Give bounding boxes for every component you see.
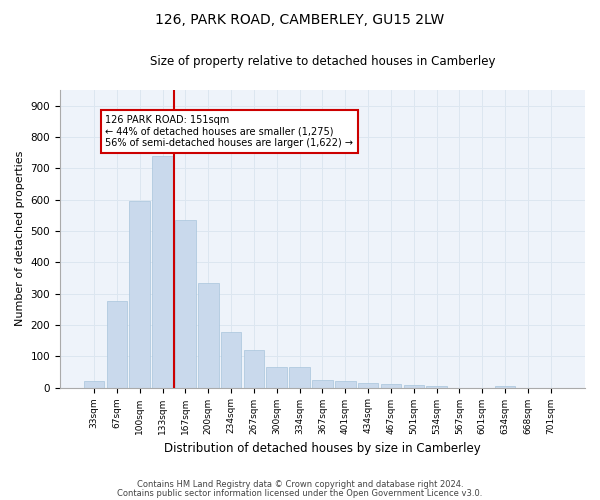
Bar (495, 386, 515, 388)
Title: Size of property relative to detached houses in Camberley: Size of property relative to detached ho… (150, 55, 495, 68)
Bar (244, 350, 264, 388)
Bar (404, 385, 424, 388)
Bar (221, 332, 241, 388)
Bar (427, 386, 447, 388)
Bar (358, 384, 379, 388)
Text: Contains public sector information licensed under the Open Government Licence v3: Contains public sector information licen… (118, 488, 482, 498)
Bar (130, 201, 150, 388)
Bar (84, 380, 104, 388)
Bar (152, 156, 173, 388)
Bar (335, 380, 356, 388)
X-axis label: Distribution of detached houses by size in Camberley: Distribution of detached houses by size … (164, 442, 481, 455)
Bar (289, 367, 310, 388)
Bar (175, 220, 196, 388)
Text: 126 PARK ROAD: 151sqm
← 44% of detached houses are smaller (1,275)
56% of semi-d: 126 PARK ROAD: 151sqm ← 44% of detached … (106, 115, 353, 148)
Bar (312, 380, 333, 388)
Text: 126, PARK ROAD, CAMBERLEY, GU15 2LW: 126, PARK ROAD, CAMBERLEY, GU15 2LW (155, 12, 445, 26)
Bar (198, 282, 218, 388)
Text: Contains HM Land Registry data © Crown copyright and database right 2024.: Contains HM Land Registry data © Crown c… (137, 480, 463, 489)
Bar (380, 384, 401, 388)
Y-axis label: Number of detached properties: Number of detached properties (15, 151, 25, 326)
Bar (266, 367, 287, 388)
Bar (107, 302, 127, 388)
